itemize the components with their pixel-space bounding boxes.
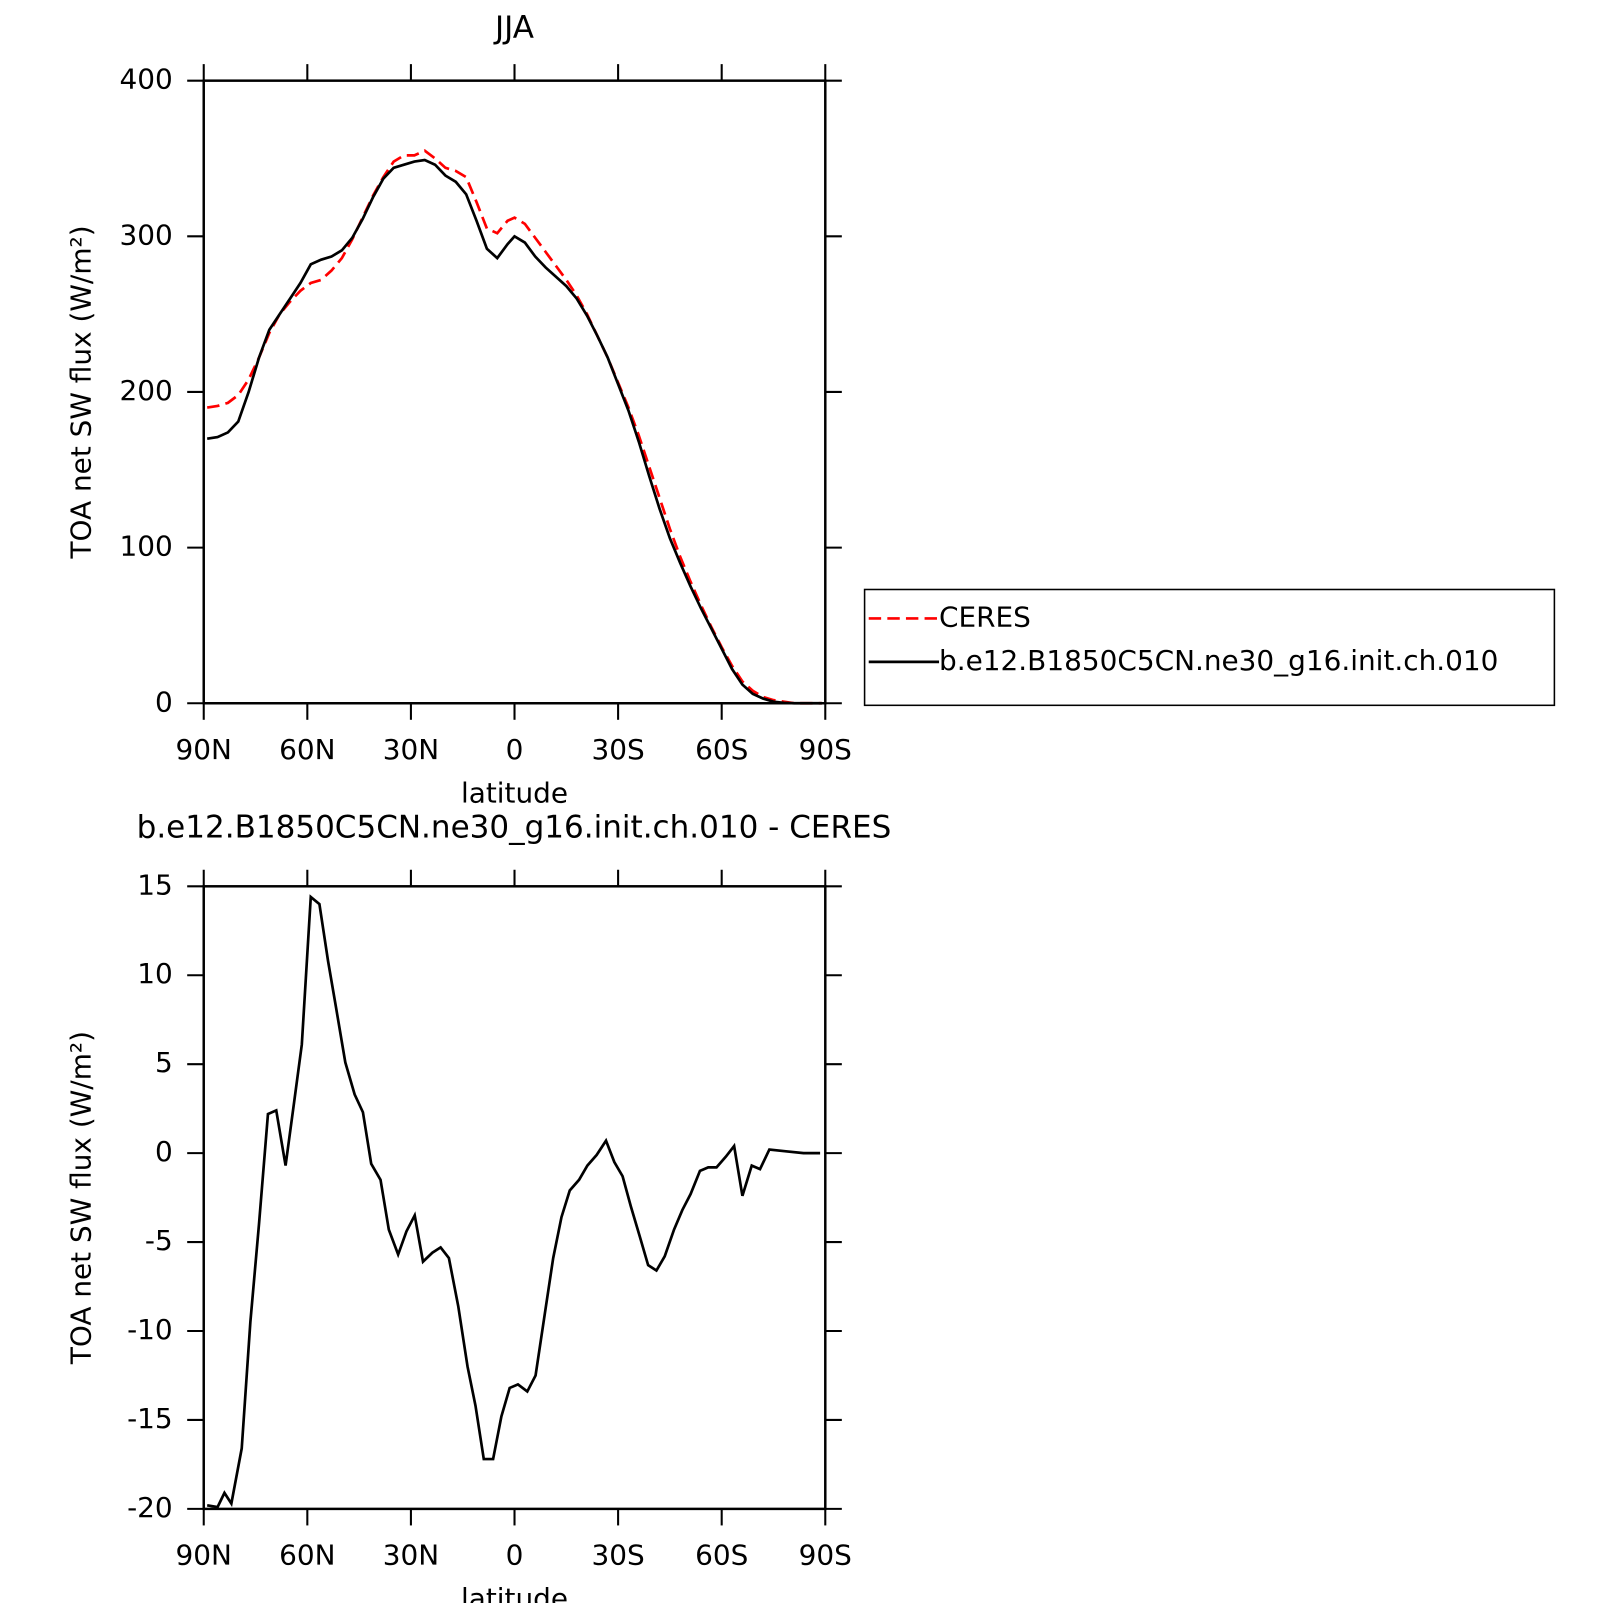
y-tick-label: 0 — [155, 685, 173, 718]
data-line — [206, 158, 822, 705]
x-tick-label: 60N — [279, 733, 335, 766]
chart-title: JJA — [493, 10, 534, 46]
y-tick-label: 15 — [137, 868, 173, 901]
y-tick-label: 300 — [119, 218, 172, 251]
x-tick-label: 30S — [591, 1538, 644, 1571]
y-tick-label: -20 — [127, 1491, 173, 1524]
x-tick-label: 30N — [383, 733, 439, 766]
y-axis-label: TOA net SW flux (W/m²) — [65, 225, 98, 559]
data-line — [206, 149, 822, 705]
x-tick-label: 90N — [176, 733, 232, 766]
x-tick-label: 30S — [591, 733, 644, 766]
plot-frame — [202, 885, 827, 1511]
legend-label: CERES — [939, 600, 1031, 633]
x-axis-label: latitude — [461, 776, 568, 809]
y-tick-label: 0 — [155, 1135, 173, 1168]
y-tick-label: 10 — [137, 957, 173, 990]
x-tick-label: 60S — [695, 1538, 748, 1571]
x-tick-label: 60N — [279, 1538, 335, 1571]
y-tick-label: 5 — [155, 1046, 173, 1079]
y-tick-label: -10 — [127, 1313, 173, 1346]
legend-box — [863, 588, 1556, 707]
data-line — [206, 894, 821, 1509]
x-tick-label: 60S — [695, 733, 748, 766]
y-tick-label: -5 — [145, 1224, 173, 1257]
x-axis-label: latitude — [461, 1582, 568, 1603]
x-tick-label: 30N — [383, 1538, 439, 1571]
x-tick-label: 90S — [799, 1538, 852, 1571]
y-axis-label: TOA net SW flux (W/m²) — [65, 1031, 98, 1365]
x-tick-label: 90N — [176, 1538, 232, 1571]
legend-label: b.e12.B1850C5CN.ne30_g16.init.ch.010 — [939, 644, 1498, 677]
chart-title: b.e12.B1850C5CN.ne30_g16.init.ch.010 - C… — [137, 809, 892, 845]
x-tick-label: 0 — [506, 1538, 524, 1571]
y-tick-label: -15 — [127, 1402, 173, 1435]
y-tick-label: 100 — [119, 530, 172, 563]
plot-frame — [202, 79, 827, 705]
y-tick-label: 200 — [119, 374, 172, 407]
y-tick-label: 400 — [119, 63, 172, 96]
x-tick-label: 0 — [506, 733, 524, 766]
x-tick-label: 90S — [799, 733, 852, 766]
